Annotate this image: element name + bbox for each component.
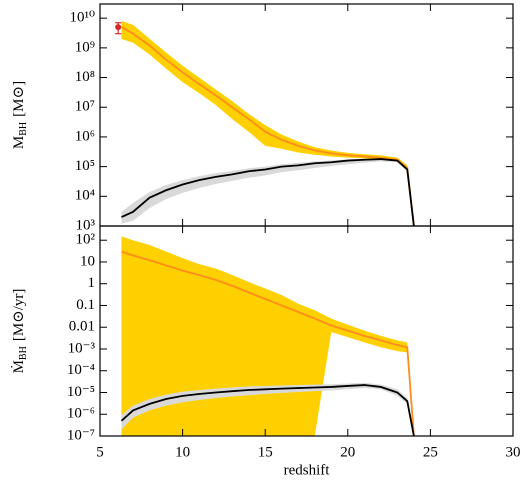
y-tick-label: 10 [80, 253, 95, 269]
x-tick-label: 30 [506, 444, 520, 460]
x-tick-label: 15 [258, 444, 273, 460]
y-label-main: M [11, 136, 27, 149]
plot-area [115, 21, 415, 226]
x-axis-label: redshift [284, 462, 331, 478]
y-tick-label: 0.1 [76, 297, 95, 313]
y-label-unit: [M⊙/yr] [11, 289, 27, 342]
y-tick-label: 0.01 [69, 319, 95, 335]
y-tick-label: 10⁻⁷ [67, 427, 95, 443]
y-tick-label: 10² [76, 232, 96, 248]
x-tick-label: 20 [340, 444, 355, 460]
y-label-main: Ṁ [11, 360, 27, 373]
y-tick-label: 10¹⁰ [69, 10, 95, 26]
y-tick-label: 10⁴ [75, 188, 95, 204]
y-label-unit: [M⊙] [11, 81, 27, 117]
y-label-sub: BH [18, 122, 29, 136]
y-tick-label: 10⁸ [75, 69, 95, 85]
x-tick-label: 5 [96, 444, 104, 460]
x-tick-label: 10 [175, 444, 190, 460]
y-axis-label: ṀBH [M⊙/yr] [11, 289, 29, 374]
y-tick-label: 10⁻⁶ [67, 406, 95, 422]
y-tick-label: 10⁵ [75, 158, 95, 174]
band [121, 158, 414, 226]
panel: 10³ 10⁴ 10⁵ 10⁶ 10⁷ 10⁸ 10⁹ 10¹⁰ MBH [M⊙] [11, 3, 514, 233]
y-tick-label: 10⁹ [75, 39, 95, 55]
y-tick-label: 10⁶ [75, 128, 95, 144]
y-tick-label: 10³ [76, 217, 96, 233]
x-tick-label: 25 [423, 444, 438, 460]
frame [99, 225, 514, 437]
band [121, 236, 414, 436]
y-label-sub: BH [18, 346, 29, 360]
data-point [115, 24, 122, 31]
y-tick-label: 1 [88, 275, 96, 291]
y-tick-label: 10⁻³ [68, 340, 96, 356]
band [121, 382, 414, 436]
line [121, 158, 415, 226]
band [121, 21, 414, 226]
line [120, 384, 415, 436]
y-axis-label: MBH [M⊙] [11, 81, 29, 149]
line [121, 250, 415, 436]
panel: 10⁻⁷ 10⁻⁶ 10⁻⁵ 10⁻⁴ 10⁻³ 0.01 0.1 1 10 10² 5 10 15 20… [11, 225, 520, 478]
line [121, 26, 415, 226]
y-tick-label: 10⁷ [75, 99, 95, 115]
y-tick-label: 10⁻⁵ [67, 384, 95, 400]
plot-area [120, 236, 415, 436]
y-tick-label: 10⁻⁴ [67, 362, 95, 378]
